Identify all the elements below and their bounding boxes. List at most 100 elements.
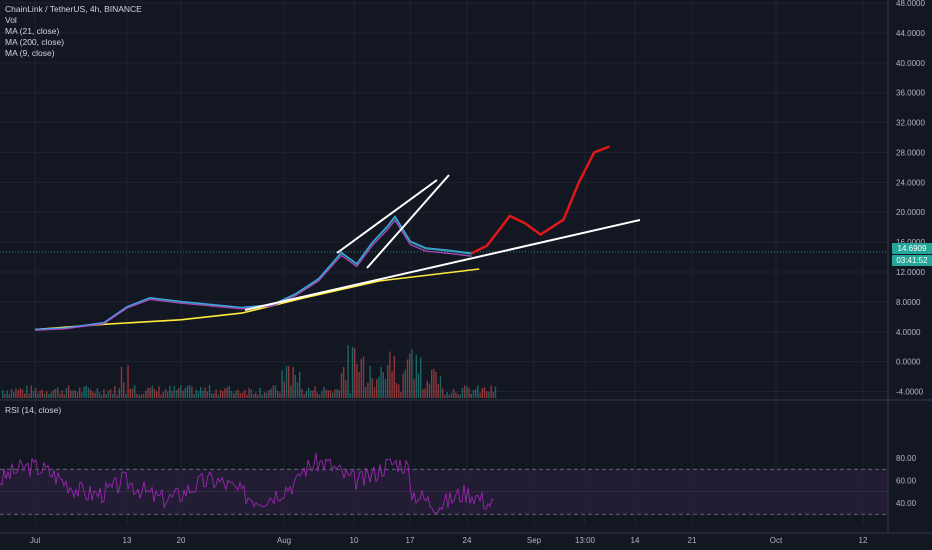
volume-bar (116, 394, 118, 398)
volume-bar (125, 393, 127, 398)
volume-bar (131, 388, 134, 398)
volume-bar (26, 385, 28, 398)
volume-bar (321, 391, 323, 398)
volume-bar (479, 392, 481, 398)
volume-bar (90, 389, 92, 398)
volume-bar (127, 365, 129, 398)
volume-bar (455, 392, 457, 398)
volume-bar (461, 387, 464, 398)
volume-bar (241, 392, 244, 398)
rsi-tick-label: 40.00 (896, 499, 917, 508)
volume-bar (345, 380, 347, 398)
volume-bar (290, 385, 292, 398)
volume-bar (442, 388, 444, 398)
volume-bar (237, 389, 239, 398)
volume-bar (301, 388, 303, 398)
volume-bar (244, 389, 246, 398)
volume-bar (314, 386, 316, 398)
volume-bar (76, 392, 79, 398)
volume-bar (378, 376, 380, 398)
volume-bar (138, 394, 140, 398)
volume-bar (248, 387, 250, 398)
volume-bar (354, 348, 356, 398)
volume-bar (272, 385, 274, 398)
price-tick-label: 48.0000 (896, 0, 925, 8)
volume-bar (68, 385, 70, 398)
volume-bar (409, 353, 411, 398)
volume-bar (305, 391, 307, 398)
volume-bar (277, 390, 279, 398)
volume-bar (494, 386, 497, 398)
volume-bar (347, 345, 349, 398)
ma9-line (34, 215, 472, 330)
volume-bar (43, 393, 46, 398)
volume-bar (153, 388, 156, 398)
time-tick-label: 10 (350, 536, 359, 545)
volume-bar (171, 390, 173, 398)
volume-bar (428, 383, 431, 398)
volume-bar (356, 364, 358, 398)
volume-bar (129, 388, 131, 398)
time-tick-label: 13:00 (575, 536, 596, 545)
time-tick-label: Aug (277, 536, 291, 545)
volume-bar (325, 389, 327, 398)
volume-bar (195, 389, 197, 398)
volume-bar (202, 390, 204, 398)
volume-bar (109, 389, 112, 398)
volume-bar (17, 390, 19, 398)
volume-bar (444, 394, 446, 398)
volume-bar (169, 385, 171, 398)
volume-bar (222, 391, 224, 398)
volume-bar (263, 392, 266, 398)
price-tick-label: 12.0000 (896, 268, 925, 277)
volume-bar (259, 387, 261, 398)
volume-bar (48, 394, 50, 398)
volume-bar (13, 392, 15, 398)
rsi-tick-label: 60.00 (896, 477, 917, 486)
volume-bar (19, 388, 21, 398)
price-tick-label: 24.0000 (896, 178, 925, 187)
projection-line (471, 145, 610, 255)
volume-bar (219, 389, 222, 398)
volume-bar (10, 389, 13, 398)
volume-bar (57, 387, 59, 398)
volume-bar (173, 386, 175, 398)
volume-bar (470, 393, 472, 398)
volume-bar (8, 394, 10, 398)
price-tick-label: 16.0000 (896, 238, 925, 247)
volume-bar (266, 392, 268, 398)
price-tick-label: 36.0000 (896, 89, 925, 98)
volume-bar (294, 374, 296, 398)
legend-ma200: MA (200, close) (5, 37, 65, 47)
volume-bar (411, 349, 413, 398)
volume-bar (387, 364, 389, 398)
volume-bar (136, 393, 138, 398)
volume-bar (371, 378, 373, 398)
volume-bar (178, 388, 180, 398)
volume-bar (431, 369, 433, 398)
volume-bar (422, 389, 424, 398)
volume-bar (384, 379, 387, 398)
volume-bar (189, 385, 191, 398)
ma200-line (34, 268, 480, 331)
volume-bar (296, 382, 299, 398)
volume-bar (446, 392, 448, 398)
rsi-pane (0, 452, 888, 515)
time-tick-label: 12 (859, 536, 868, 545)
volume-bar (72, 390, 74, 398)
volume-bar (228, 385, 230, 398)
volume-bar (261, 394, 263, 398)
volume-bar (360, 358, 362, 398)
volume-bar (61, 390, 63, 398)
volume-bar (35, 388, 37, 398)
ma21-line (34, 219, 472, 331)
volume-bar (134, 385, 136, 398)
volume-bar (398, 384, 400, 398)
volume-bar (420, 357, 422, 398)
volume-bar (204, 387, 206, 398)
volume-bar (147, 387, 149, 398)
volume-bar (96, 388, 98, 398)
volume-bar (351, 346, 354, 398)
volume-bar (303, 394, 305, 398)
